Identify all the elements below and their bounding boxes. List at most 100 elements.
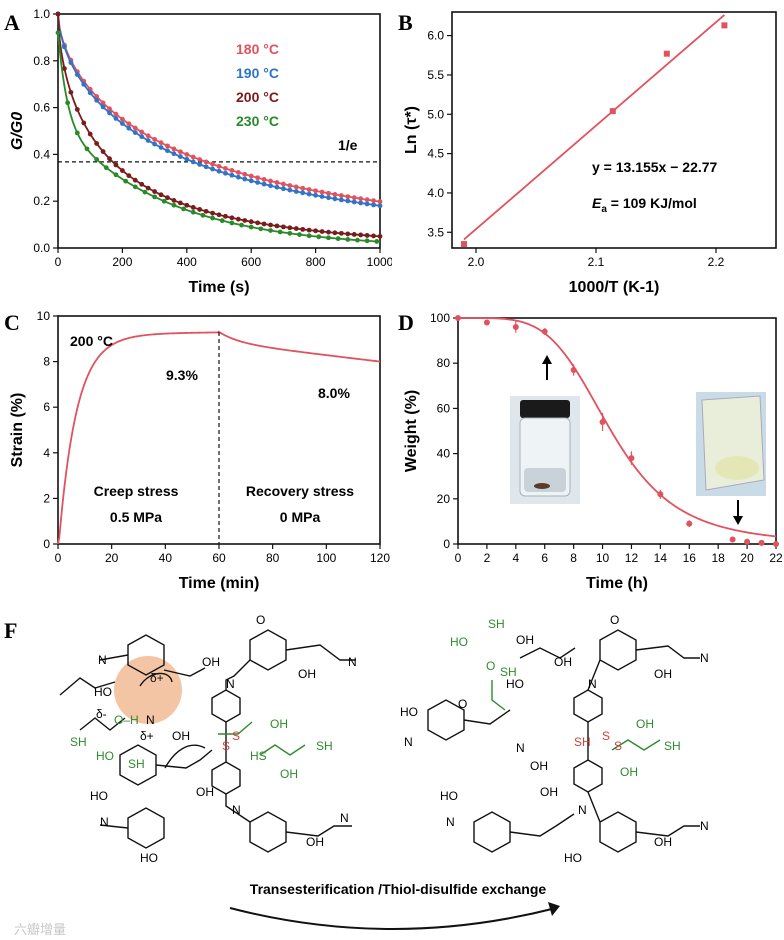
series-marker bbox=[74, 72, 80, 77]
series-marker bbox=[287, 183, 293, 188]
legend-entry: 180 °C bbox=[236, 41, 279, 57]
series-marker bbox=[223, 170, 228, 176]
series-marker bbox=[216, 212, 222, 218]
x-tick-label: 4 bbox=[512, 551, 519, 565]
series-marker bbox=[377, 199, 383, 205]
series-marker bbox=[332, 192, 338, 197]
series-marker bbox=[145, 138, 151, 143]
series-marker bbox=[242, 218, 248, 223]
series-marker bbox=[338, 230, 344, 236]
series-marker bbox=[358, 200, 364, 206]
series-marker bbox=[190, 159, 196, 165]
series-marker bbox=[248, 224, 254, 230]
series-marker bbox=[364, 201, 370, 207]
series-marker bbox=[177, 200, 183, 206]
x-tick-label: 16 bbox=[683, 551, 697, 565]
series-marker bbox=[229, 172, 235, 178]
label-delta-plus-1: δ+ bbox=[150, 671, 164, 685]
y-tick-label: 0.0 bbox=[33, 241, 50, 255]
series-marker bbox=[293, 189, 299, 194]
series-marker bbox=[126, 125, 132, 131]
label-s-r1: S bbox=[602, 729, 610, 743]
panel-letter-f: F bbox=[4, 618, 17, 643]
series-marker bbox=[197, 157, 203, 162]
x-axis-label: 1000/T (K-1) bbox=[569, 279, 660, 296]
arrow-up-icon bbox=[542, 355, 552, 380]
x-tick-label: 2.2 bbox=[708, 255, 725, 269]
series-marker bbox=[210, 161, 215, 167]
series-marker bbox=[81, 81, 87, 87]
series-marker bbox=[261, 177, 267, 182]
series-marker bbox=[261, 221, 267, 227]
label-sh-r2: SH bbox=[500, 665, 517, 679]
legend-entry: 230 °C bbox=[236, 113, 279, 129]
series-marker bbox=[113, 116, 119, 121]
panel-letter-c: C bbox=[4, 310, 20, 335]
series-marker bbox=[181, 206, 186, 212]
data-point bbox=[599, 418, 606, 425]
x-axis-label: Time (h) bbox=[586, 575, 648, 592]
series-marker bbox=[355, 237, 360, 243]
series-marker bbox=[281, 224, 286, 230]
series-marker bbox=[319, 194, 325, 199]
series-marker bbox=[94, 97, 100, 103]
left-network-structure bbox=[59, 629, 356, 853]
label-oh-r6: OH bbox=[620, 765, 638, 779]
label-oh-r3: OH bbox=[654, 667, 672, 681]
series-marker bbox=[94, 141, 100, 146]
series-marker bbox=[235, 169, 241, 175]
x-tick-label: 600 bbox=[241, 255, 261, 269]
legend-entry: 200 °C bbox=[236, 89, 279, 105]
series-marker bbox=[326, 229, 331, 235]
series-marker bbox=[87, 90, 93, 96]
series-marker bbox=[158, 140, 164, 146]
data-point bbox=[455, 315, 461, 321]
data-point bbox=[512, 324, 519, 331]
y-tick-label: 6.0 bbox=[427, 29, 444, 43]
series-marker bbox=[100, 149, 106, 154]
label-ho-4: HO bbox=[140, 851, 158, 865]
series-marker bbox=[158, 192, 164, 198]
label-o-1: O bbox=[256, 613, 265, 627]
series-marker bbox=[100, 104, 106, 110]
series-marker bbox=[165, 143, 170, 149]
label-delta-minus: δ- bbox=[96, 707, 107, 721]
series-marker bbox=[300, 190, 306, 196]
y-tick-label: 6 bbox=[43, 400, 50, 414]
series-marker bbox=[120, 116, 125, 122]
series-marker bbox=[197, 161, 203, 167]
series-marker bbox=[158, 145, 164, 150]
series-marker bbox=[171, 202, 177, 208]
label-oh-r1: OH bbox=[516, 633, 534, 647]
scheme-caption: Transesterification /Thiol-disulfide exc… bbox=[250, 881, 547, 897]
label-ho-r3: HO bbox=[400, 705, 418, 719]
series-marker bbox=[190, 209, 196, 215]
x-tick-label: 0 bbox=[55, 551, 62, 565]
x-tick-label: 0 bbox=[55, 255, 62, 269]
series-marker bbox=[94, 156, 100, 162]
series-marker bbox=[364, 197, 370, 203]
series-marker bbox=[242, 171, 248, 177]
data-point bbox=[541, 328, 548, 335]
series-marker bbox=[165, 195, 170, 201]
fit-equation: y = 13.155x − 22.77 bbox=[592, 159, 718, 175]
series-marker bbox=[338, 193, 344, 198]
label-oh-1: OH bbox=[202, 655, 220, 669]
label-n-4: N bbox=[146, 713, 155, 727]
series-marker bbox=[132, 130, 138, 135]
peak-strain-label: 9.3% bbox=[166, 367, 198, 383]
data-point bbox=[461, 241, 467, 248]
series-marker bbox=[306, 227, 312, 233]
label-n-1: N bbox=[98, 653, 107, 667]
panel-c-chart: C 0 20 40 60 80 100 120 0 2 4 6 8 10 Time (min) Strain… bbox=[4, 309, 390, 592]
series-marker bbox=[200, 212, 206, 218]
series-marker bbox=[255, 175, 261, 181]
data-point bbox=[657, 491, 664, 498]
y-tick-label: 2 bbox=[43, 491, 50, 505]
x-tick-label: 800 bbox=[306, 255, 326, 269]
y-tick-label: 5.5 bbox=[427, 68, 444, 82]
left-structure-labels: N OH N O OH N HO δ+ δ- O–H N δ+ SH HO SH… bbox=[70, 613, 357, 865]
series-marker bbox=[239, 222, 244, 228]
series-marker bbox=[338, 197, 344, 203]
x-tick-label: 40 bbox=[159, 551, 173, 565]
